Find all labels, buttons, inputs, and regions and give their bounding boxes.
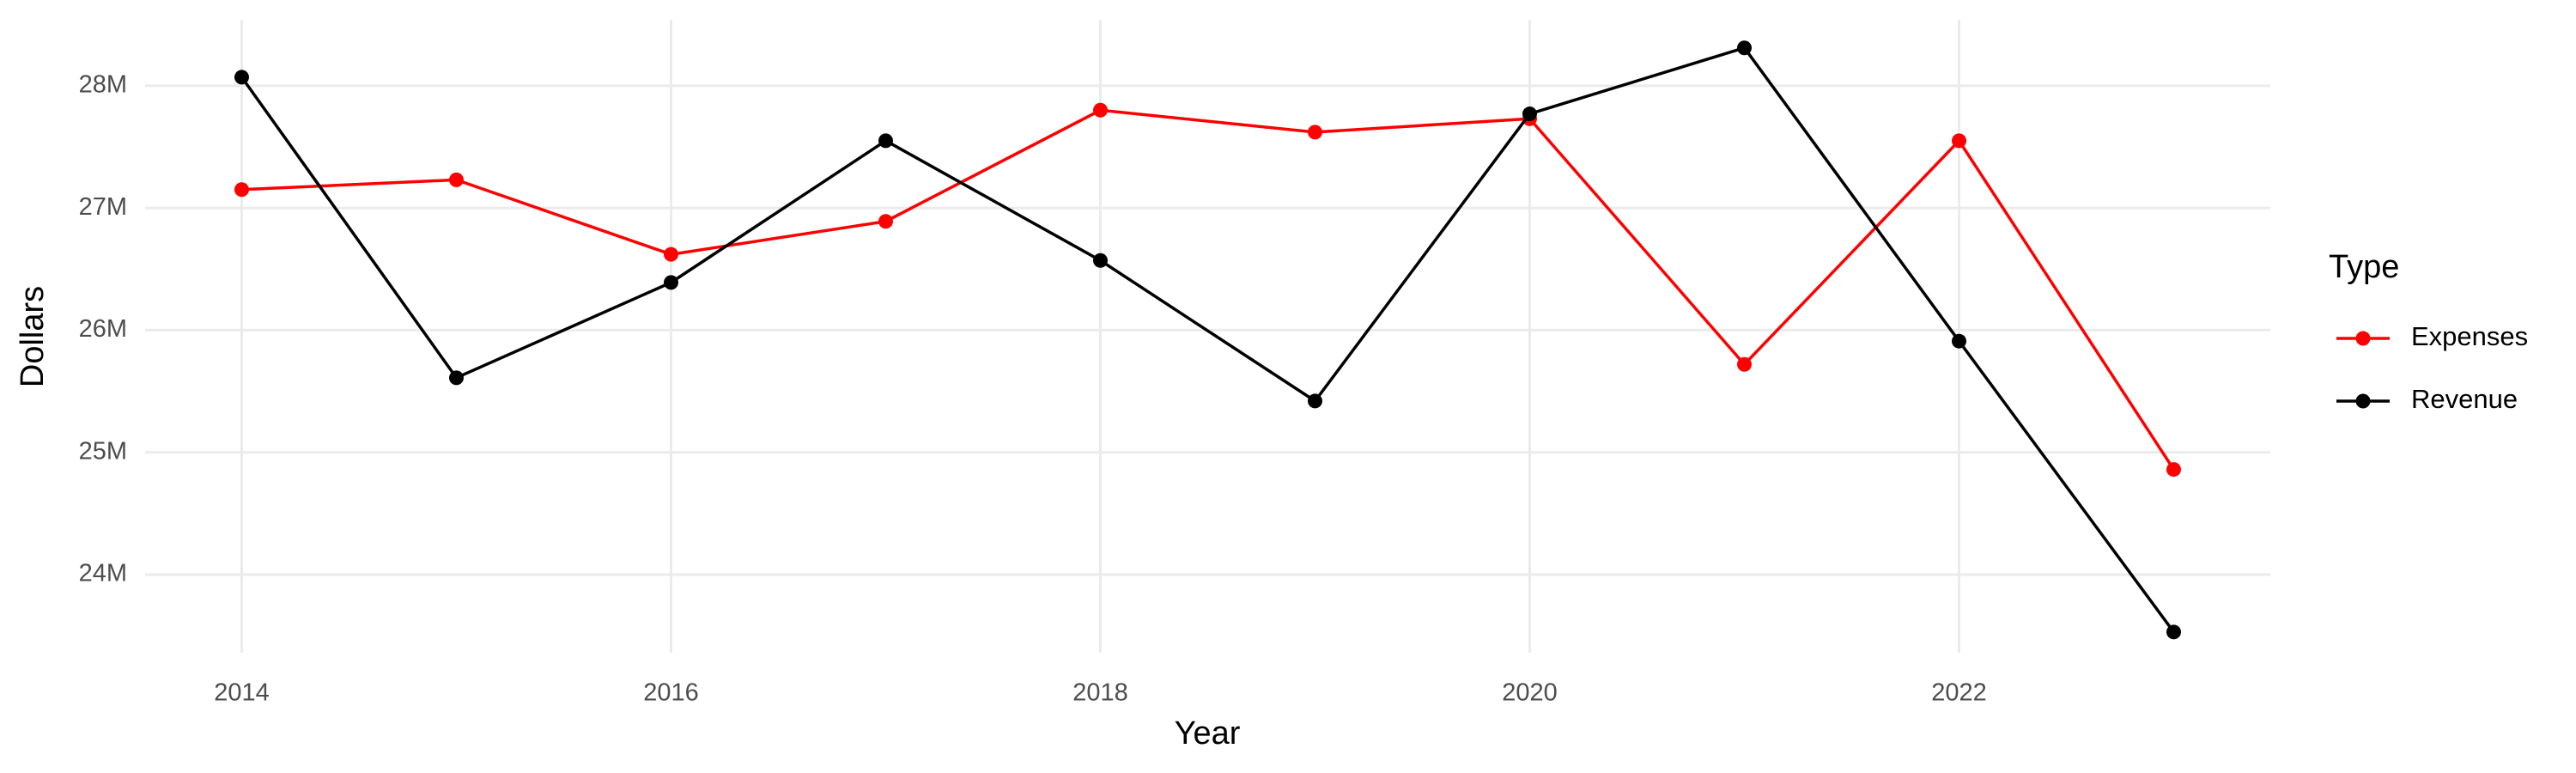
x-tick-label: 2014 [214, 679, 270, 707]
data-point [1737, 356, 1752, 372]
y-tick-label: 26M [79, 315, 127, 343]
series-line [241, 108, 2175, 471]
data-point [449, 172, 464, 187]
legend-label: Revenue [2411, 384, 2518, 414]
legend-key-point [2355, 331, 2371, 346]
x-tick-label: 2016 [643, 679, 699, 707]
x-tick-label: 2022 [1931, 679, 1987, 707]
y-axis-title: Dollars [15, 286, 51, 387]
data-point [234, 70, 249, 85]
legend-key-point [2355, 393, 2371, 409]
data-point [234, 182, 249, 198]
legend-title: Type [2329, 249, 2399, 285]
y-tick-label: 24M [79, 560, 127, 587]
data-point [878, 214, 893, 229]
data-point [2166, 624, 2181, 640]
x-axis-title: Year [1175, 715, 1241, 752]
y-tick-label: 25M [79, 437, 127, 465]
y-tick-label: 28M [79, 70, 127, 98]
data-point [1952, 133, 1966, 149]
data-point [664, 275, 678, 290]
data-point [2166, 462, 2181, 478]
legend-label: Expenses [2411, 321, 2528, 351]
data-point [1093, 253, 1108, 268]
series-line [240, 46, 2175, 633]
data-point [878, 133, 893, 149]
data-point [449, 370, 464, 386]
data-point [1308, 393, 1322, 409]
x-tick-label: 2020 [1502, 679, 1558, 707]
y-tick-label: 27M [79, 193, 127, 221]
x-tick-label: 2018 [1072, 679, 1128, 707]
data-point [1737, 40, 1752, 56]
data-point [1952, 333, 1966, 349]
data-point [664, 247, 678, 262]
data-point [1308, 125, 1322, 140]
data-point [1522, 107, 1537, 122]
data-point [1093, 102, 1108, 118]
